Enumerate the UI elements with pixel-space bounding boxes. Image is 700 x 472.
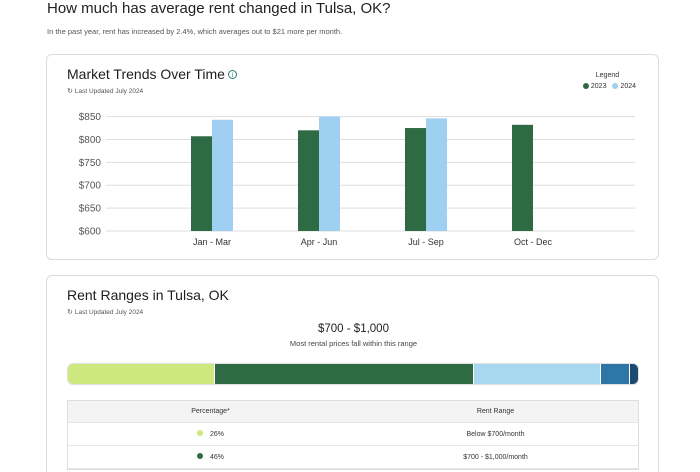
legend-label-2023: 2023 [590,83,607,90]
rent-ranges-card: Rent Ranges in Tulsa, OK ↻ Last Updated J… [46,275,659,472]
trends-updated-text: Last Updated July 2024 [74,88,144,95]
y-tick-label: $850 [79,112,102,123]
ranges-updated-text: Last Updated July 2024 [74,309,144,316]
x-tick-label: Jul - Sep [408,237,444,247]
row-rent-range: $700 - $1,000/month [463,453,528,461]
bar-2023-1 [298,130,319,231]
bar-2024-2 [426,118,447,231]
row-percentage: 26% [68,430,353,438]
range-bar-segment [601,364,630,384]
y-tick-label: $700 [79,181,102,192]
row-percentage-text: 46% [209,454,224,461]
bar-2023-3 [512,124,533,231]
x-tick-label: Oct - Dec [514,237,553,247]
bar-2023-0 [191,136,212,231]
rent-ranges-title: Rent Ranges in Tulsa, OK [67,287,229,303]
legend-dot-2023 [582,83,589,89]
header-rent-range: Rent Range [476,408,515,415]
page-title: How much has average rent changed in Tul… [47,0,391,17]
legend-label-2024: 2024 [620,83,636,90]
table-row: 46% $700 - $1,000/month [68,446,638,469]
row-rent-range: Below $700/month [466,430,525,438]
y-tick-label: $750 [79,158,102,169]
market-trends-card: Market Trends Over Time i ↻ Last Updated J… [46,54,659,260]
range-subheadline: Most rental prices fall within this rang… [289,339,418,348]
refresh-icon: ↻ [67,308,73,316]
x-tick-label: Jan - Mar [193,237,231,247]
rent-range-bar [67,363,639,385]
legend-title: Legend [595,72,620,79]
page-subtitle: In the past year, rent has increased by … [47,27,343,36]
market-trends-title-text: Market Trends Over Time [67,66,225,82]
refresh-icon: ↻ [67,87,73,95]
table-header-row: Percentage* Rent Range [68,401,638,423]
legend-items: 2023 2024 [579,83,636,90]
legend-item-2023: 2023 [582,83,607,90]
header-percentage: Percentage* [191,408,230,415]
row-percentage: 46% [68,453,353,461]
bar-2024-0 [212,119,233,231]
range-bar-segment [68,364,215,384]
bar-2023-2 [405,128,426,231]
y-tick-label: $650 [79,204,102,215]
x-tick-label: Apr - Jun [301,237,338,247]
table-row: 26% Below $700/month [68,423,638,446]
range-bar-segment [214,364,475,384]
y-tick-label: $800 [79,135,102,146]
market-trends-chart: $600 $650 $700 $750 $800 $850 Jan - Mar Apr - J… [79,112,635,247]
trends-last-updated: ↻ Last Updated July 2024 [67,87,143,95]
bar-2024-1 [319,116,340,231]
ranges-last-updated: ↻ Last Updated July 2024 [67,308,143,316]
chart-legend: Legend 2023 2024 [579,72,636,90]
range-bar-segment [474,364,602,384]
row-color-dot [196,453,203,459]
y-tick-label: $600 [79,227,102,238]
info-icon[interactable]: i [227,70,237,79]
market-trends-title: Market Trends Over Time i [67,66,237,82]
row-percentage-text: 26% [209,431,224,438]
range-headline: $700 - $1,000 [318,323,389,335]
range-bar-segment [629,364,638,384]
legend-dot-2024 [612,83,619,89]
rent-range-table: Percentage* Rent Range 26% Below $700/mo… [67,400,639,470]
row-color-dot [196,430,203,436]
legend-item-2024: 2024 [612,83,636,90]
